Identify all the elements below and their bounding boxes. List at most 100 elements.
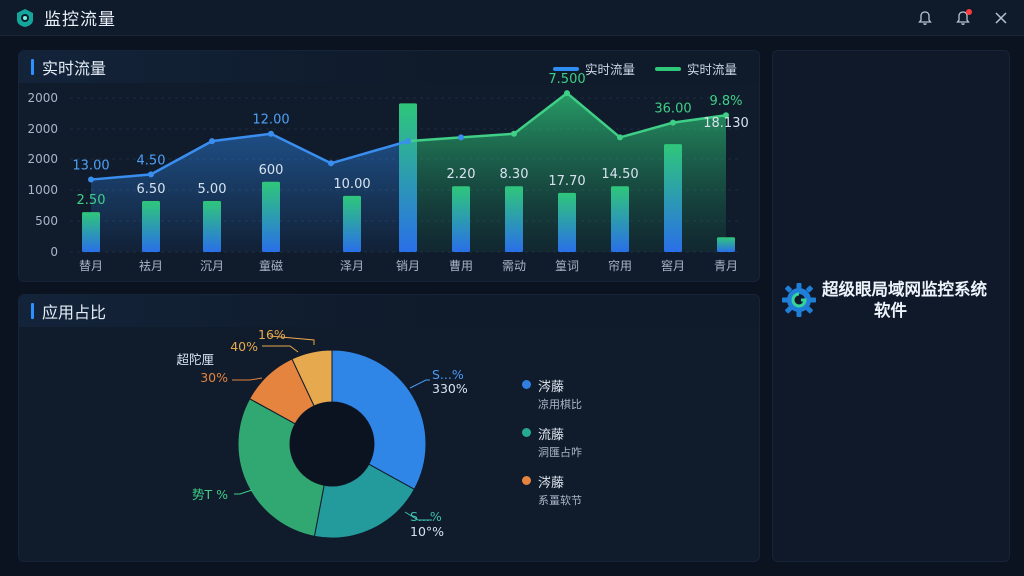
bar [505, 186, 523, 252]
window-title: 监控流量 [44, 10, 116, 30]
slice-label: S...% [410, 509, 442, 524]
brand-watermark: 超级眼局域网监控系统 软件 [780, 272, 1010, 328]
bar-data-label: 2.20 [447, 167, 476, 182]
slice-label: S...% [432, 367, 464, 382]
side-panel [772, 50, 1010, 562]
line-point [723, 112, 729, 119]
panel-title: 实时流量 [42, 59, 107, 78]
donut-hole [290, 402, 374, 486]
slice-label: 16% [258, 327, 286, 342]
y-tick-label: 1000 [27, 183, 58, 197]
legend-dot [522, 428, 531, 437]
legend-dot [522, 476, 531, 485]
bar [343, 195, 361, 252]
chart-legend: 实时流量 实时流量 [552, 59, 737, 78]
legend-sub: 系畺软节 [538, 494, 582, 507]
extra-data-label: 18.130 [703, 116, 749, 131]
x-tick-label: 曹用 [449, 259, 473, 273]
alert-bell-button[interactable] [954, 9, 972, 27]
y-tick-label: 500 [35, 214, 58, 228]
x-tick-label: 替月 [79, 259, 103, 273]
x-tick-label: 沉月 [200, 259, 224, 273]
line-data-label: 12.00 [252, 113, 289, 128]
slice-label: 40% [230, 339, 258, 354]
bar-data-label: 14.50 [601, 167, 638, 182]
line-data-label: 9.8% [709, 94, 742, 109]
x-tick-label: 袪月 [139, 258, 163, 273]
x-tick-label: 青月 [714, 259, 738, 273]
line-data-label: 36.00 [654, 102, 691, 117]
leader-line [404, 511, 432, 521]
line-data-label: 7.500 [548, 72, 585, 87]
slice-label: 30% [200, 370, 228, 385]
traffic-panel-header: 实时流量 实时流量 实时流量 [19, 51, 759, 83]
legend-item: 涔藤 系畺软节 [520, 472, 640, 520]
notification-bell-button[interactable] [916, 9, 934, 27]
line-data-label: 4.50 [137, 153, 166, 168]
bar [452, 186, 470, 252]
legend-swatch [654, 66, 681, 71]
legend-item: 涔藤 凉用棋比 [520, 376, 640, 424]
bar [142, 200, 160, 252]
x-tick-label: 窖月 [661, 258, 685, 273]
bar [664, 144, 682, 252]
leader-line [269, 335, 315, 345]
line-point [617, 134, 623, 141]
line-point [564, 90, 570, 97]
line-point [88, 176, 94, 183]
slice-label: 10°% [410, 524, 444, 539]
bar [262, 181, 280, 252]
line-point [458, 134, 464, 141]
legend-sub: 凉用棋比 [538, 398, 582, 411]
legend-swatch [552, 66, 579, 71]
green-area [408, 93, 726, 253]
legend-item: 流藤 洞匯占咋 [520, 424, 640, 472]
unread-badge [966, 9, 972, 15]
legend-name: 涔藤 [538, 476, 565, 491]
close-button[interactable] [992, 9, 1010, 27]
bar [611, 186, 629, 252]
line-point [209, 138, 215, 145]
line-point [268, 130, 274, 137]
leader-line [262, 345, 299, 353]
series-line-blue [90, 132, 409, 181]
line-point [148, 171, 154, 178]
leader-line [234, 489, 253, 495]
app-logo-icon [14, 7, 36, 29]
line-point [405, 138, 411, 145]
panel-accent-bar [31, 303, 34, 319]
bar-data-label: 6.50 [137, 182, 166, 197]
brand-gear-icon [782, 283, 816, 317]
app-share-panel-header: 应用占比 [19, 295, 759, 327]
x-tick-label: 销月 [396, 259, 420, 273]
line-point [328, 160, 334, 167]
bar [82, 212, 100, 252]
legend-item-green: 实时流量 [654, 59, 737, 78]
bar-data-label: 600 [259, 163, 284, 178]
slice-label: 势T % [192, 487, 228, 502]
slice-label: 330% [432, 381, 468, 396]
y-tick-label: 0 [50, 245, 58, 259]
x-tick-label: 童磁 [259, 258, 283, 273]
panel-accent-bar [31, 59, 34, 75]
bar-data-label: 2.50 [77, 193, 106, 208]
line-point [511, 130, 517, 137]
brand-line-2: 软件 [874, 301, 907, 320]
bar [717, 237, 735, 252]
donut-legend: 涔藤 凉用棋比 流藤 洞匯占咋 涔藤 系畺软节 [520, 376, 640, 520]
y-tick-label: 2000 [27, 152, 58, 166]
title-bar: 监控流量 [0, 0, 1024, 36]
brand-line-1: 超级眼局域网监控系统 [822, 280, 987, 299]
bar [203, 200, 221, 252]
legend-name: 涔藤 [538, 380, 565, 395]
bar-data-label: 5.00 [198, 182, 227, 197]
donut-slice [331, 349, 427, 490]
legend-sub: 洞匯占咋 [538, 446, 582, 459]
x-tick-label: 篁词 [555, 258, 579, 273]
line-data-label: 13.00 [72, 159, 109, 174]
leader-line [409, 379, 430, 389]
bell-icon [956, 11, 970, 25]
legend-name: 流藤 [538, 428, 565, 443]
legend-label: 实时流量 [686, 62, 737, 77]
